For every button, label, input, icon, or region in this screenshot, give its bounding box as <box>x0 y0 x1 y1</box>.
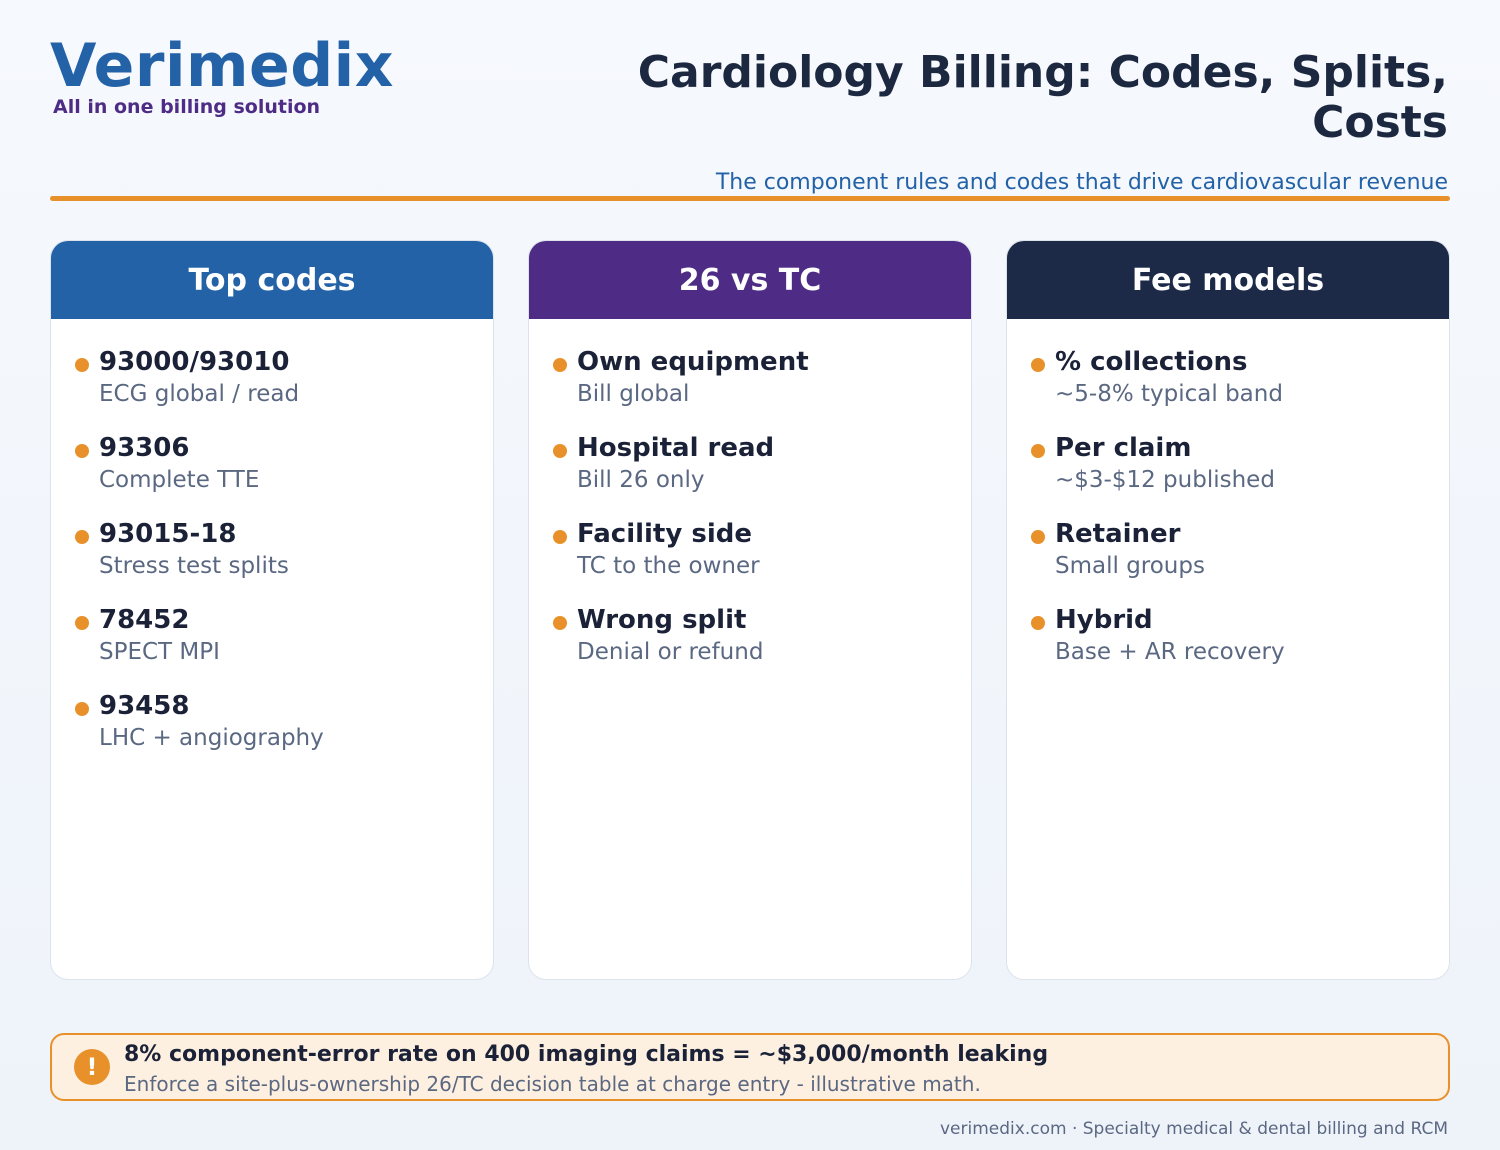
item-title: % collections <box>1055 347 1248 377</box>
item-description: ~5-8% typical band <box>1055 381 1283 407</box>
list-item: % collections ~5-8% typical band <box>1031 345 1425 431</box>
item-title: 78452 <box>99 605 190 635</box>
item-description: ~$3-$12 published <box>1055 467 1275 493</box>
bullet-dot-icon <box>75 444 89 458</box>
card-top-codes: Top codes 93000/93010 ECG global / read … <box>50 240 494 980</box>
item-title: Hybrid <box>1055 605 1153 635</box>
bullet-dot-icon <box>75 530 89 544</box>
callout-banner: ! 8% component-error rate on 400 imaging… <box>50 1033 1450 1101</box>
bullet-dot-icon <box>1031 444 1045 458</box>
callout-subtitle: Enforce a site-plus-ownership 26/TC deci… <box>124 1072 981 1096</box>
brand-tagline: All in one billing solution <box>53 96 321 118</box>
item-description: Denial or refund <box>577 639 764 665</box>
exclamation-icon: ! <box>74 1049 110 1085</box>
list-item: 93015-18 Stress test splits <box>75 517 469 603</box>
list-item: Hospital read Bill 26 only <box>553 431 947 517</box>
bullet-dot-icon <box>553 444 567 458</box>
item-title: Retainer <box>1055 519 1181 549</box>
card-header: Fee models <box>1007 241 1449 319</box>
bullet-dot-icon <box>75 616 89 630</box>
page-subtitle: The component rules and codes that drive… <box>715 170 1448 195</box>
list-item: 93000/93010 ECG global / read <box>75 345 469 431</box>
bullet-dot-icon <box>553 530 567 544</box>
list-item: 93306 Complete TTE <box>75 431 469 517</box>
item-description: Stress test splits <box>99 553 289 579</box>
list-item: 93458 LHC + angiography <box>75 689 469 775</box>
header-divider <box>50 196 1450 201</box>
item-description: LHC + angiography <box>99 725 324 751</box>
list-item: Own equipment Bill global <box>553 345 947 431</box>
card-fee-models: Fee models % collections ~5-8% typical b… <box>1006 240 1450 980</box>
bullet-dot-icon <box>75 702 89 716</box>
page-title: Cardiology Billing: Codes, Splits, Costs <box>637 47 1448 148</box>
item-title: 93458 <box>99 691 190 721</box>
callout-title: 8% component-error rate on 400 imaging c… <box>124 1042 1049 1067</box>
item-description: Bill global <box>577 381 690 407</box>
item-description: SPECT MPI <box>99 639 220 665</box>
item-title: 93015-18 <box>99 519 237 549</box>
item-title: Hospital read <box>577 433 775 463</box>
card-header: Top codes <box>51 241 493 319</box>
list-item: Facility side TC to the owner <box>553 517 947 603</box>
item-description: Bill 26 only <box>577 467 705 493</box>
card-item-list: Own equipment Bill global Hospital read … <box>529 319 971 689</box>
card-item-list: % collections ~5-8% typical band Per cla… <box>1007 319 1449 689</box>
card-26-vs-tc: 26 vs TC Own equipment Bill global Hospi… <box>528 240 972 980</box>
item-description: Complete TTE <box>99 467 260 493</box>
list-item: Retainer Small groups <box>1031 517 1425 603</box>
list-item: Per claim ~$3-$12 published <box>1031 431 1425 517</box>
list-item: Hybrid Base + AR recovery <box>1031 603 1425 689</box>
bullet-dot-icon <box>1031 530 1045 544</box>
card-item-list: 93000/93010 ECG global / read 93306 Comp… <box>51 319 493 775</box>
list-item: Wrong split Denial or refund <box>553 603 947 689</box>
footer-text: verimedix.com · Specialty medical & dent… <box>940 1119 1448 1139</box>
item-title: Own equipment <box>577 347 809 377</box>
bullet-dot-icon <box>553 358 567 372</box>
bullet-dot-icon <box>75 358 89 372</box>
item-title: 93306 <box>99 433 190 463</box>
bullet-dot-icon <box>553 616 567 630</box>
list-item: 78452 SPECT MPI <box>75 603 469 689</box>
item-description: Small groups <box>1055 553 1205 579</box>
item-description: TC to the owner <box>577 553 760 579</box>
item-title: Per claim <box>1055 433 1192 463</box>
item-title: 93000/93010 <box>99 347 290 377</box>
item-description: Base + AR recovery <box>1055 639 1285 665</box>
card-header: 26 vs TC <box>529 241 971 319</box>
brand-block: Verimedix All in one billing solution <box>50 30 394 118</box>
bullet-dot-icon <box>1031 358 1045 372</box>
bullet-dot-icon <box>1031 616 1045 630</box>
brand-logo-text: Verimedix <box>50 31 394 101</box>
item-title: Facility side <box>577 519 752 549</box>
item-title: Wrong split <box>577 605 747 635</box>
item-description: ECG global / read <box>99 381 300 407</box>
